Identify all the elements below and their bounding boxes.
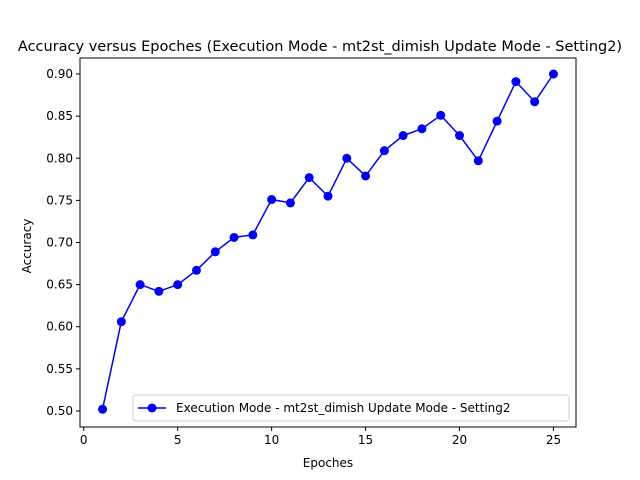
data-point	[548, 69, 558, 79]
y-axis-label: Accuracy	[20, 219, 34, 274]
y-tick-label: 0.70	[46, 236, 73, 250]
data-point	[492, 116, 502, 126]
y-tick-label: 0.90	[46, 67, 73, 81]
data-point	[229, 232, 239, 242]
x-tick-label: 20	[452, 433, 467, 447]
chart-title: Accuracy versus Epoches (Execution Mode …	[18, 39, 622, 55]
data-point	[323, 191, 333, 201]
y-tick-label: 0.75	[46, 193, 73, 207]
data-point	[473, 156, 483, 166]
x-tick-label: 10	[264, 433, 279, 447]
y-tick-label: 0.55	[46, 362, 73, 376]
data-point	[530, 97, 540, 107]
data-point	[455, 131, 465, 141]
data-point	[304, 173, 314, 183]
data-point	[267, 195, 277, 205]
y-tick-label: 0.85	[46, 109, 73, 123]
data-point	[248, 230, 258, 240]
y-tick-label: 0.60	[46, 320, 73, 334]
data-point	[210, 247, 220, 257]
legend-box	[132, 394, 570, 422]
data-point	[361, 171, 371, 181]
series-layer	[98, 69, 558, 414]
x-tick-label: 0	[80, 433, 88, 447]
y-tick-label: 0.80	[46, 151, 73, 165]
legend: Execution Mode - mt2st_dimish Update Mod…	[132, 394, 570, 422]
x-axis-label: Epoches	[303, 456, 353, 470]
data-point	[511, 77, 521, 87]
legend-label: Execution Mode - mt2st_dimish Update Mod…	[176, 401, 511, 415]
x-tick-label: 5	[174, 433, 182, 447]
x-axis: 0 5 10 15 20 25	[80, 427, 561, 447]
legend-marker-swatch	[147, 403, 157, 413]
x-tick-label: 25	[546, 433, 561, 447]
data-point	[135, 280, 145, 290]
data-point	[191, 265, 201, 275]
data-point	[398, 131, 408, 141]
y-axis: 0.50 0.55 0.60 0.65 0.70 0.75 0.80 0.85 0.90	[46, 67, 80, 418]
series-line	[101, 73, 555, 410]
data-point	[285, 198, 295, 208]
data-point	[436, 110, 446, 120]
data-point	[116, 317, 126, 327]
data-point	[98, 404, 108, 414]
data-point	[173, 280, 183, 290]
data-point	[154, 286, 164, 296]
data-point	[417, 124, 427, 134]
data-point	[379, 146, 389, 156]
y-tick-label: 0.50	[46, 404, 73, 418]
y-tick-label: 0.65	[46, 278, 73, 292]
data-point	[342, 153, 352, 163]
x-tick-label: 15	[358, 433, 373, 447]
